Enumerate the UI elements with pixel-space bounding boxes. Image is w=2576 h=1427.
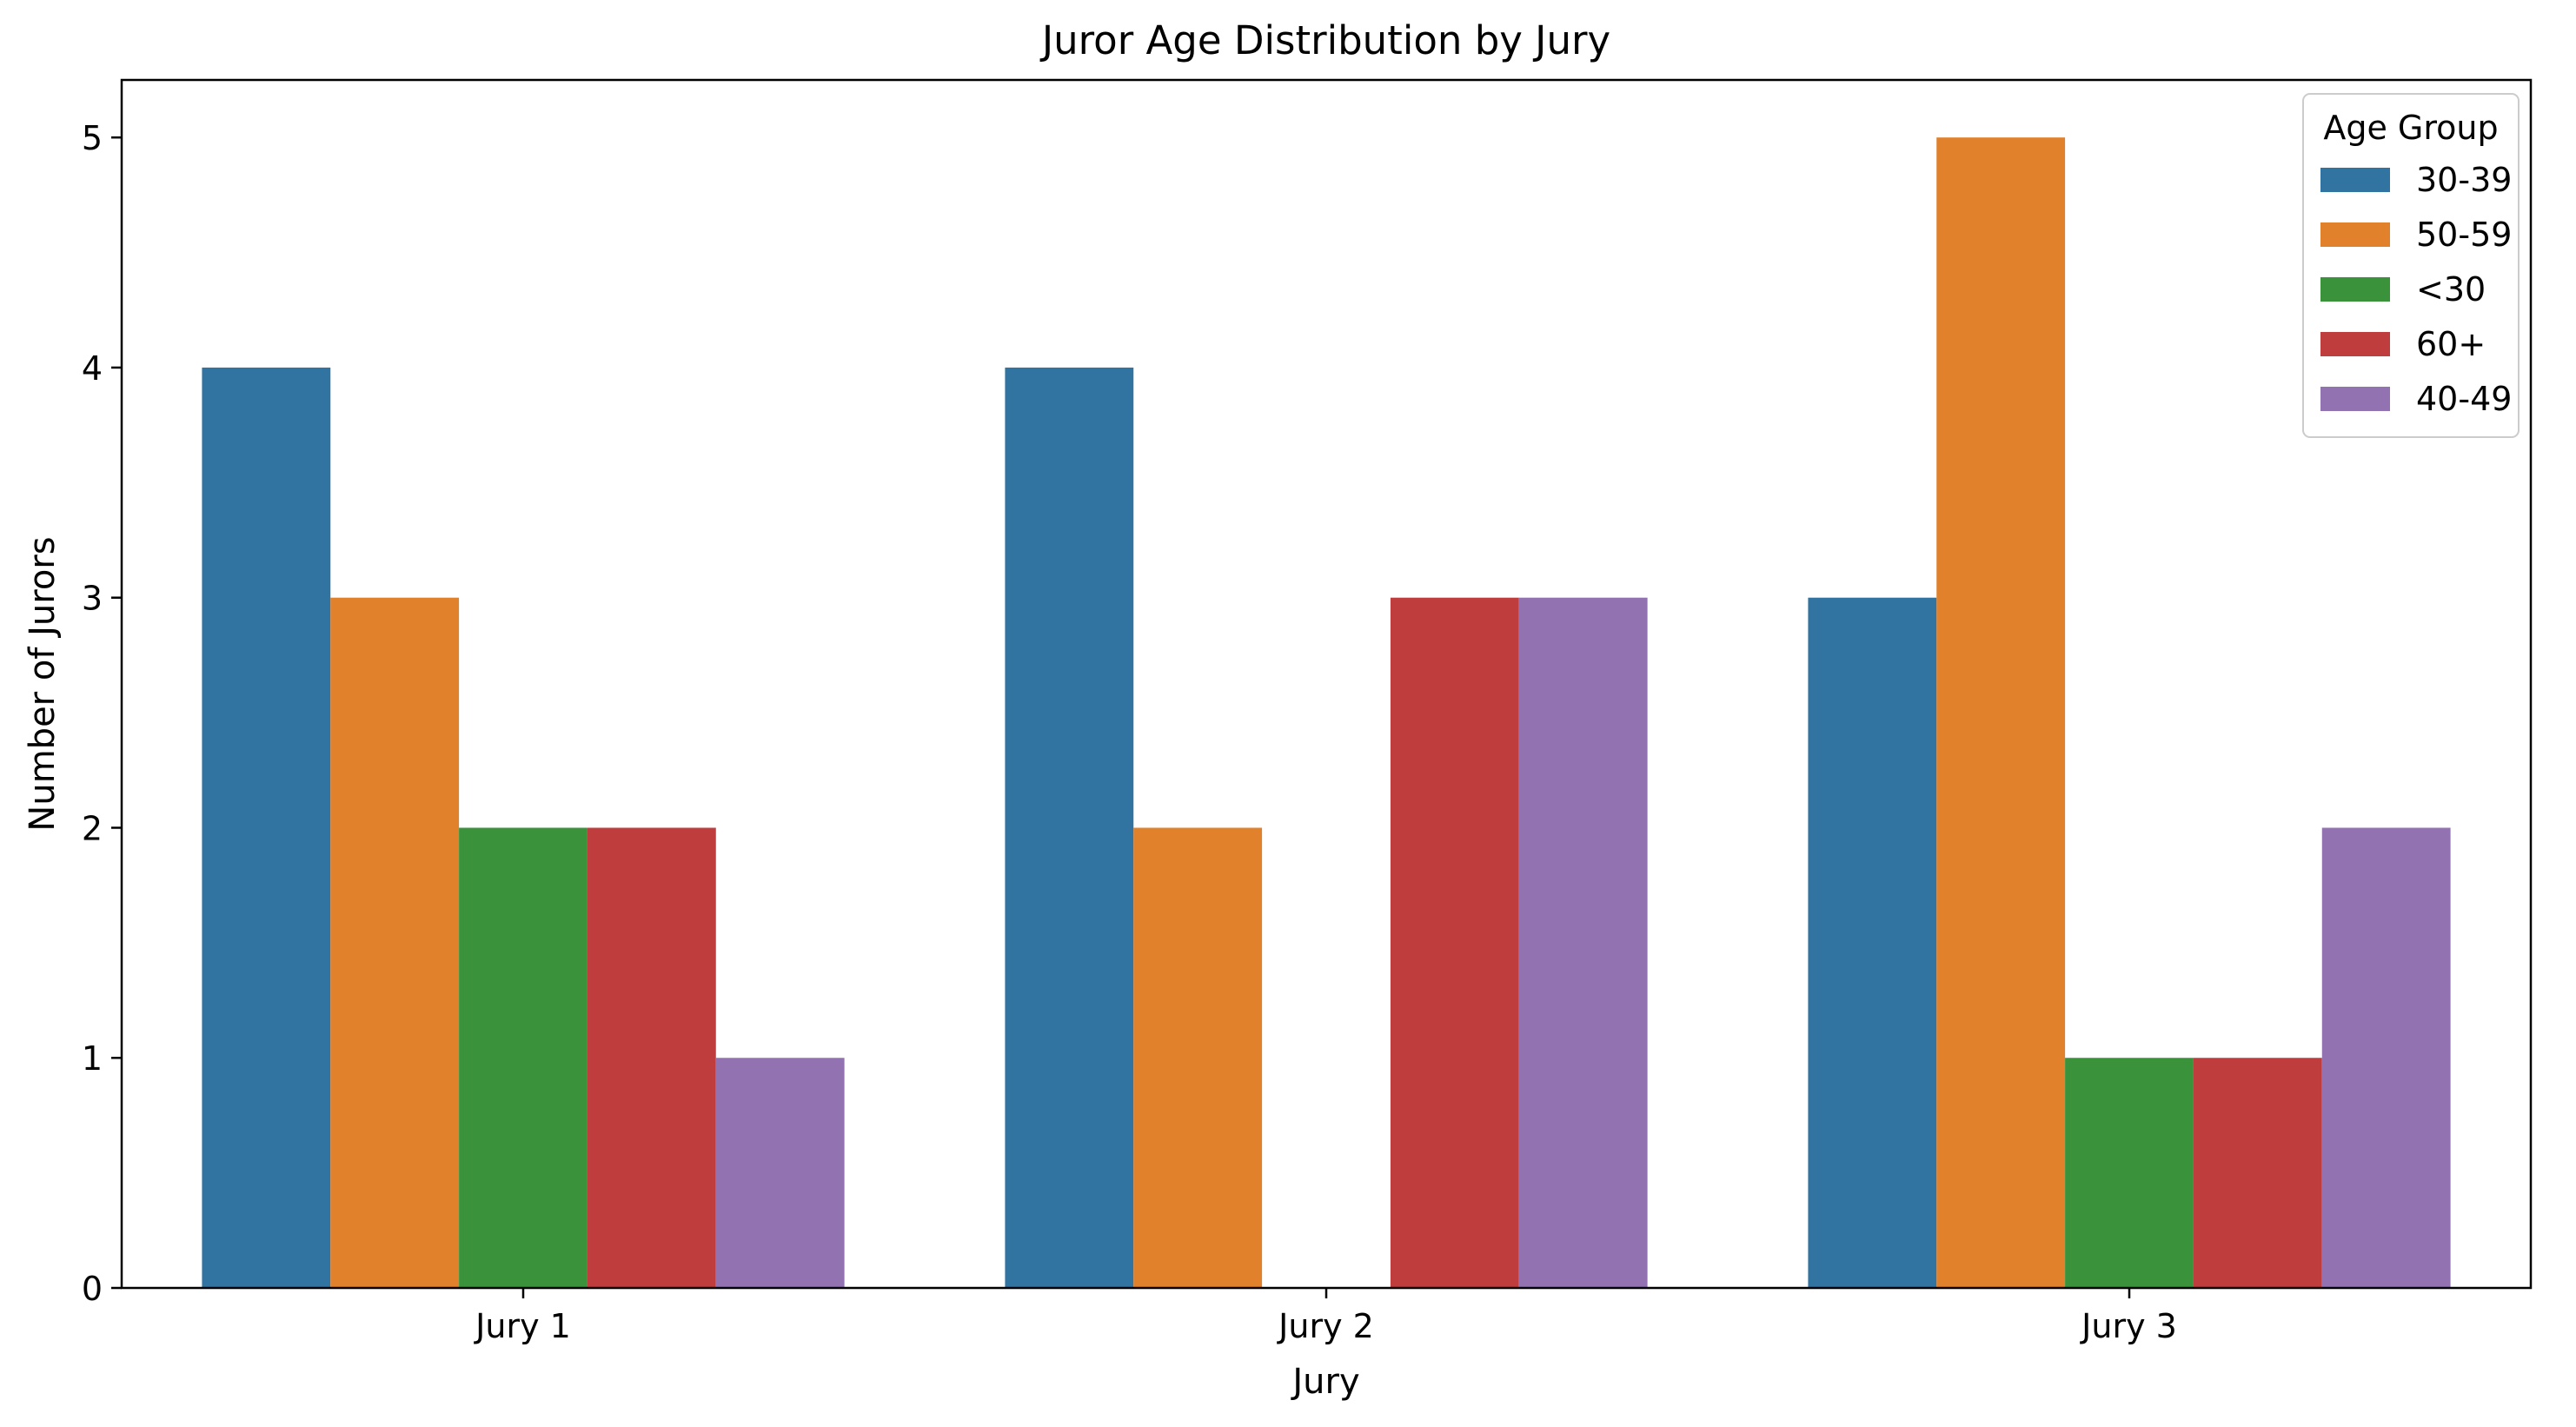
y-tick-label: 3	[82, 580, 103, 618]
bar	[330, 597, 460, 1288]
bar	[1133, 827, 1263, 1288]
y-axis-label: Number of Jurors	[23, 536, 63, 831]
bar	[459, 827, 588, 1288]
legend: Age Group 30-39 50-59 <30 60+ 40-49	[2302, 93, 2520, 438]
legend-swatch	[2320, 387, 2390, 411]
legend-title: Age Group	[2323, 109, 2498, 147]
legend-label: 50-59	[2416, 216, 2512, 254]
bar	[2193, 1058, 2322, 1288]
legend-label: 60+	[2416, 325, 2486, 363]
chart-title: Juror Age Distribution by Jury	[1039, 17, 1610, 63]
bar	[715, 1058, 845, 1288]
bar	[1808, 597, 1937, 1288]
axes-layer: 0 1 2 3 4 5 Jury 1 Jury 2 Jury 3	[82, 119, 2177, 1345]
x-tick-label: Jury 1	[474, 1307, 571, 1345]
y-tick-label: 1	[82, 1039, 103, 1078]
legend-label: 30-39	[2416, 161, 2512, 199]
bar	[1936, 137, 2066, 1289]
legend-label: 40-49	[2416, 380, 2512, 418]
bar	[202, 367, 331, 1288]
bar	[1005, 367, 1134, 1288]
bar	[587, 827, 716, 1288]
y-tick-label: 0	[82, 1270, 103, 1308]
bar	[1390, 597, 1519, 1288]
bar	[2065, 1058, 2194, 1288]
legend-swatch	[2320, 222, 2390, 247]
y-tick-label: 5	[82, 119, 103, 157]
legend-label: <30	[2416, 270, 2486, 309]
bar	[2321, 827, 2451, 1288]
y-tick-label: 4	[82, 349, 103, 388]
x-axis-label: Jury	[1290, 1362, 1359, 1402]
y-tick-label: 2	[82, 809, 103, 847]
legend-swatch	[2320, 277, 2390, 302]
legend-swatch	[2320, 332, 2390, 356]
bar	[1518, 597, 1648, 1288]
x-tick-label: Jury 2	[1277, 1307, 1374, 1345]
x-tick-label: Jury 3	[2080, 1307, 2177, 1345]
bars-layer	[202, 137, 2451, 1289]
legend-swatch	[2320, 168, 2390, 192]
